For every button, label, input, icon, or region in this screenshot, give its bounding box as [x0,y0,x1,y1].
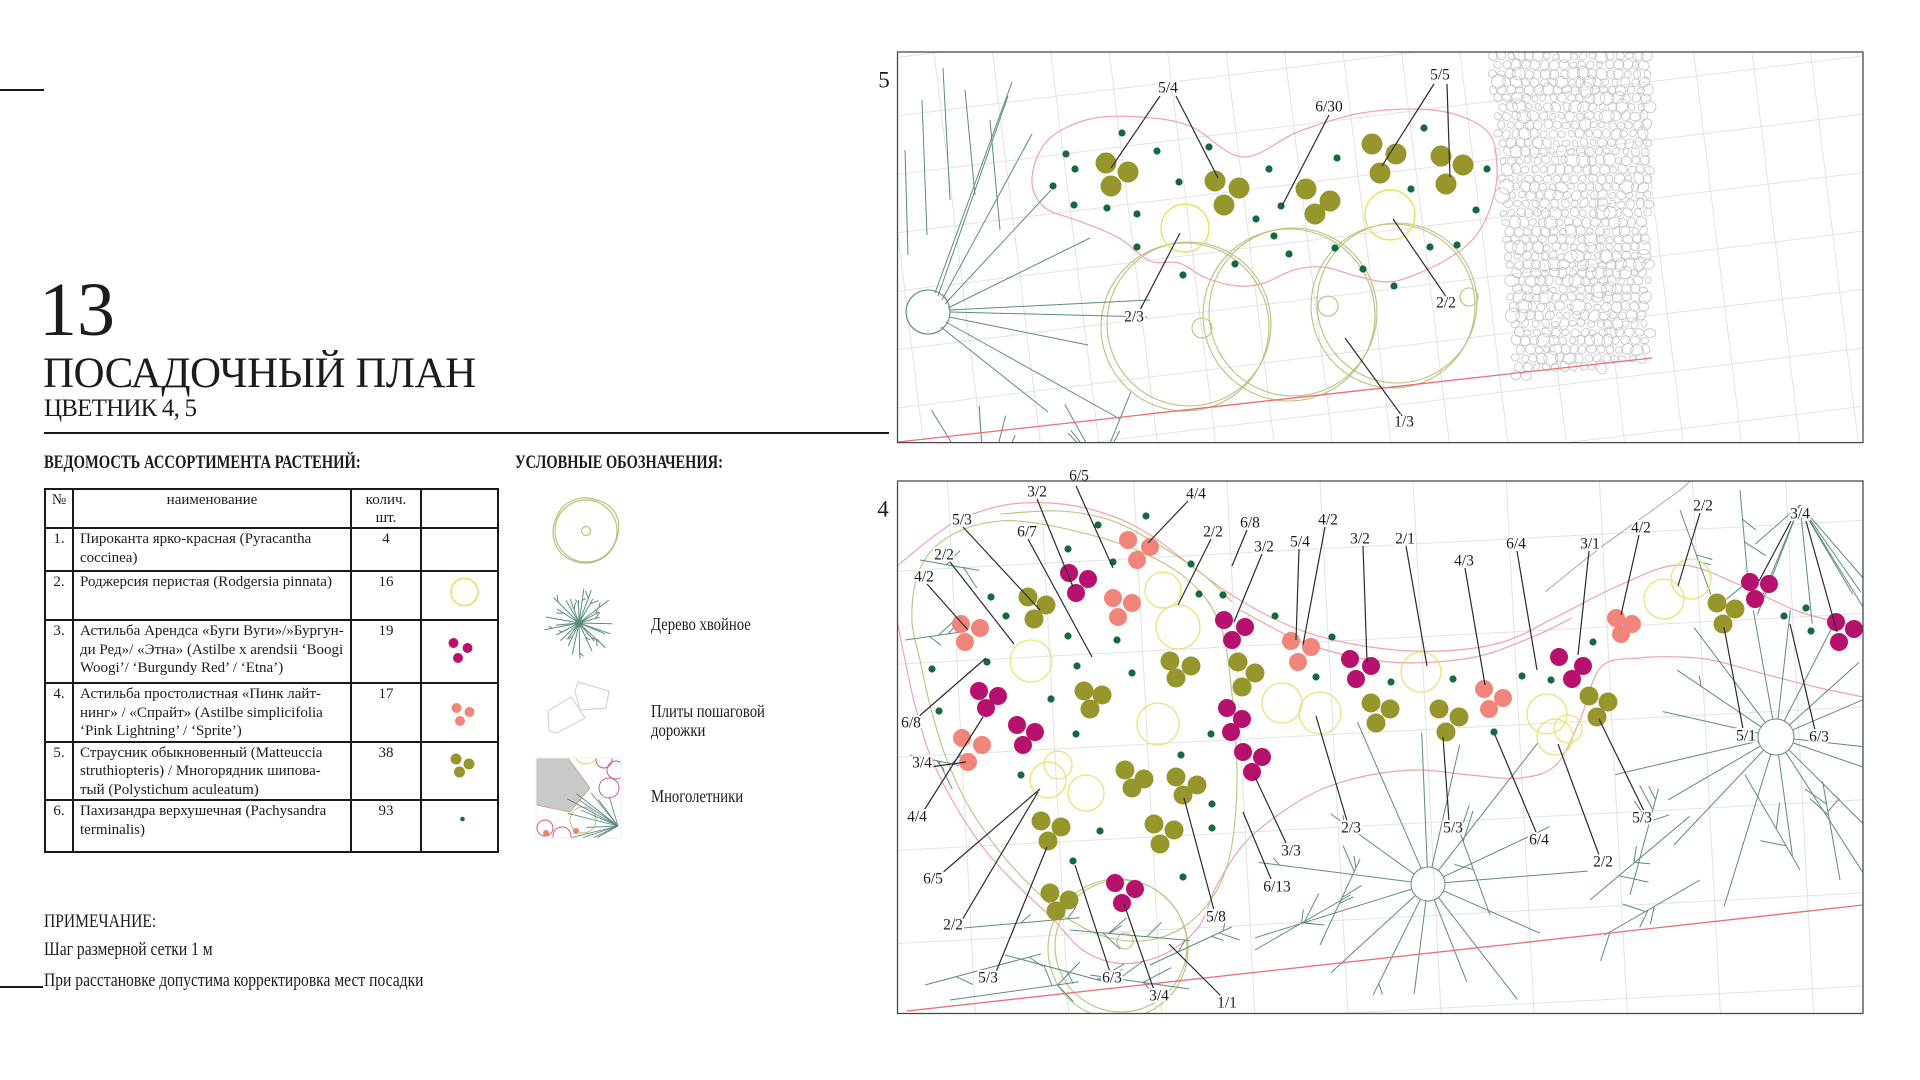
svg-text:2/2: 2/2 [1593,854,1613,871]
svg-text:2/3: 2/3 [1124,309,1144,326]
svg-text:5/1: 5/1 [1736,728,1756,745]
svg-text:6/3: 6/3 [1809,729,1829,746]
svg-text:2/2: 2/2 [1693,498,1713,515]
svg-text:4/2: 4/2 [914,569,934,586]
svg-text:2/2: 2/2 [1436,295,1456,312]
svg-text:5/5: 5/5 [1430,67,1450,84]
svg-text:5/4: 5/4 [1158,80,1178,97]
svg-text:6/30: 6/30 [1315,99,1343,116]
svg-text:3/2: 3/2 [1027,484,1047,501]
svg-text:2/2: 2/2 [943,917,963,934]
svg-text:6/5: 6/5 [923,871,943,888]
svg-text:3/4: 3/4 [912,755,932,772]
svg-text:2/3: 2/3 [1341,820,1361,837]
svg-text:2/1: 2/1 [1395,531,1415,548]
svg-text:5/3: 5/3 [978,970,998,987]
svg-text:5/8: 5/8 [1206,909,1226,926]
svg-text:6/7: 6/7 [1017,524,1037,541]
svg-text:2/2: 2/2 [934,547,954,564]
svg-text:4/4: 4/4 [907,809,927,826]
svg-text:5: 5 [878,67,890,92]
svg-text:4/2: 4/2 [1631,520,1651,537]
svg-text:5/3: 5/3 [1443,820,1463,837]
svg-text:1/3: 1/3 [1394,414,1414,431]
svg-text:1/1: 1/1 [1217,995,1237,1012]
svg-text:6/4: 6/4 [1529,832,1549,849]
svg-text:4/2: 4/2 [1318,512,1338,529]
svg-text:6/3: 6/3 [1102,970,1122,987]
svg-text:5/3: 5/3 [952,512,972,529]
svg-text:6/8: 6/8 [901,715,921,732]
svg-text:3/3: 3/3 [1281,843,1301,860]
svg-text:3/2: 3/2 [1350,531,1370,548]
svg-text:3/1: 3/1 [1580,536,1600,553]
svg-text:5/4: 5/4 [1290,534,1310,551]
svg-text:2/2: 2/2 [1203,524,1223,541]
svg-text:5/3: 5/3 [1632,810,1652,827]
svg-text:4: 4 [877,496,889,521]
svg-text:6/8: 6/8 [1240,515,1260,532]
svg-text:3/4: 3/4 [1790,506,1810,523]
svg-text:6/13: 6/13 [1263,879,1291,896]
svg-text:6/5: 6/5 [1069,468,1089,485]
svg-text:6/4: 6/4 [1506,536,1526,553]
svg-text:4/4: 4/4 [1186,486,1206,503]
svg-text:3/4: 3/4 [1149,988,1169,1005]
svg-text:4/3: 4/3 [1454,553,1474,570]
svg-text:3/2: 3/2 [1254,539,1274,556]
